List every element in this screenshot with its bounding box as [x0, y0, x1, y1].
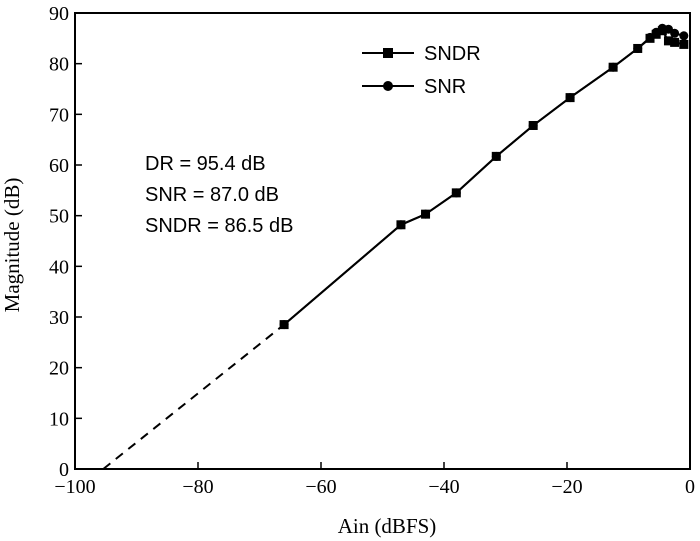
- x-axis-title: Ain (dBFS): [338, 514, 437, 538]
- data-point-snr: [451, 188, 461, 198]
- annotation-snr: SNR = 87.0 dB: [145, 184, 279, 206]
- annotation-sndr: SNDR = 86.5 dB: [145, 215, 293, 237]
- legend-swatch-snr-marker: [383, 81, 393, 91]
- y-tick-label: 80: [49, 54, 69, 76]
- data-point-sndr: [670, 37, 680, 47]
- x-axis-ticks: −100 −80 −60 −40 −20 0: [54, 462, 695, 498]
- extrapolation-line: [102, 323, 285, 470]
- x-tick-label: 0: [685, 476, 695, 498]
- x-tick-label: −40: [428, 476, 459, 498]
- series-line-snr: [283, 27, 685, 326]
- x-tick-label: −80: [182, 476, 213, 498]
- data-point-snr: [633, 43, 643, 53]
- data-point-snr: [608, 62, 618, 72]
- data-point-snr: [670, 28, 680, 38]
- data-point-snr: [679, 31, 689, 41]
- data-point-snr: [528, 120, 538, 130]
- plot-frame: [74, 12, 691, 470]
- data-point-snr: [565, 93, 575, 103]
- y-tick-label: 70: [49, 104, 69, 126]
- legend-swatch-sndr-marker: [383, 48, 393, 58]
- y-tick-label: 0: [59, 459, 69, 481]
- y-tick-label: 20: [49, 358, 69, 380]
- x-tick-label: −20: [551, 476, 582, 498]
- plot-layer: [102, 23, 689, 470]
- y-tick-label: 40: [49, 256, 69, 278]
- x-tick-label: −100: [54, 476, 95, 498]
- legend-label-snr: SNR: [424, 76, 466, 98]
- y-axis-title: Magnitude (dB): [0, 178, 24, 313]
- y-tick-label: 10: [49, 408, 69, 430]
- data-point-snr: [421, 209, 431, 219]
- legend: SNDR SNR: [362, 43, 481, 98]
- data-point-sndr: [663, 36, 673, 46]
- y-axis-ticks: 0 10 20 30 40 50 60 70 80 90: [49, 3, 82, 481]
- data-point-snr: [279, 320, 289, 330]
- series-line-sndr: [283, 29, 685, 326]
- data-point-snr: [645, 32, 655, 42]
- legend-label-sndr: SNDR: [424, 43, 481, 65]
- x-tick-label: −60: [305, 476, 336, 498]
- data-point-sndr: [679, 39, 689, 49]
- y-tick-label: 50: [49, 206, 69, 228]
- annotations: DR = 95.4 dB SNR = 87.0 dB SNDR = 86.5 d…: [145, 153, 293, 237]
- y-tick-label: 60: [49, 155, 69, 177]
- annotation-dr: DR = 95.4 dB: [145, 153, 266, 175]
- y-tick-label: 30: [49, 307, 69, 329]
- y-tick-label: 90: [49, 3, 69, 25]
- data-point-snr: [396, 220, 406, 230]
- data-point-snr: [491, 151, 501, 161]
